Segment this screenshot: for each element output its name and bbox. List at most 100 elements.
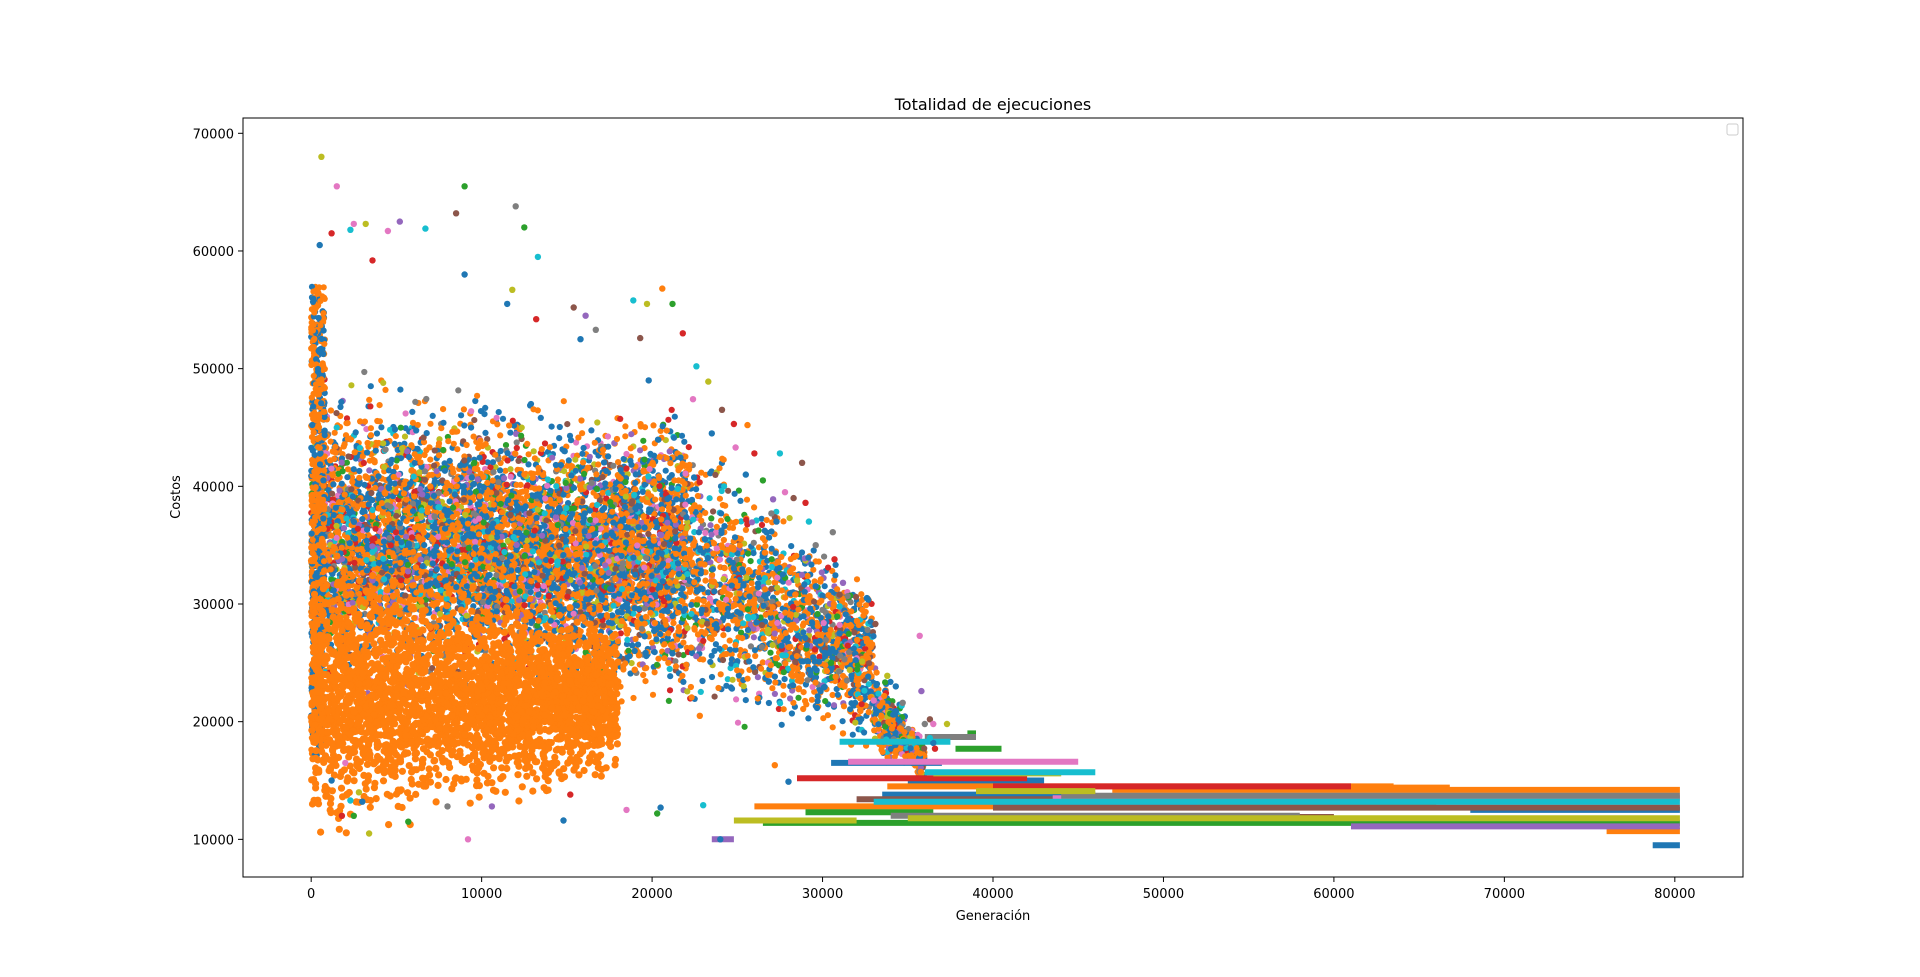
cloud-point xyxy=(541,440,549,447)
cloud-point xyxy=(627,445,634,452)
cloud-point xyxy=(630,694,637,702)
cloud-point xyxy=(628,660,635,667)
cloud-point xyxy=(502,467,509,474)
cloud-point xyxy=(643,653,650,660)
cloud-point xyxy=(507,466,514,473)
cloud-point xyxy=(414,445,421,452)
cloud-point xyxy=(694,492,702,500)
cloud-point xyxy=(493,414,500,421)
cloud-point xyxy=(620,666,627,673)
cloud-point xyxy=(525,451,532,458)
cloud-point xyxy=(758,515,765,522)
cloud-point xyxy=(440,406,447,413)
cloud-point xyxy=(788,710,796,717)
cloud-point xyxy=(702,577,709,584)
cloud-point xyxy=(769,685,776,692)
cloud-point xyxy=(361,368,368,376)
cloud-point xyxy=(754,674,762,681)
cloud-point xyxy=(684,625,691,632)
cloud-point xyxy=(495,409,502,416)
cloud-point xyxy=(624,636,631,644)
cloud-point xyxy=(371,459,378,466)
dense-point-cloud xyxy=(307,283,928,837)
cloud-point xyxy=(685,444,692,451)
cloud-point xyxy=(821,583,828,590)
cloud-point xyxy=(502,442,510,449)
cloud-point xyxy=(750,550,757,557)
cloud-point xyxy=(707,522,714,529)
cloud-point xyxy=(742,697,749,704)
cloud-point xyxy=(472,397,479,405)
cloud-point xyxy=(853,576,861,583)
cloud-point xyxy=(579,430,586,437)
cloud-point xyxy=(455,387,462,394)
cloud-point xyxy=(700,656,707,663)
cloud-point xyxy=(887,678,894,686)
cloud-point xyxy=(494,421,501,428)
cloud-point xyxy=(356,467,363,475)
cloud-point xyxy=(678,591,685,598)
cloud-point xyxy=(534,407,541,414)
cloud-point xyxy=(709,571,716,579)
cloud-point xyxy=(684,688,691,695)
cloud-point xyxy=(604,433,612,440)
cloud-point xyxy=(622,433,629,440)
cloud-point xyxy=(800,705,807,713)
cloud-point xyxy=(808,696,816,703)
cloud-point xyxy=(702,509,709,516)
cloud-point xyxy=(409,419,417,426)
cloud-point xyxy=(751,504,758,511)
cloud-point xyxy=(688,559,696,566)
cloud-point xyxy=(556,423,563,431)
cloud-point xyxy=(429,412,436,419)
cloud-point xyxy=(565,457,572,464)
cloud-point xyxy=(786,515,793,522)
cloud-point xyxy=(720,536,728,544)
cloud-point xyxy=(438,425,445,432)
cloud-point xyxy=(724,515,731,523)
cloud-point xyxy=(548,423,555,430)
cloud-point xyxy=(374,417,381,425)
cloud-point xyxy=(397,386,404,393)
cloud-point xyxy=(540,472,547,479)
cloud-point xyxy=(665,416,672,423)
cloud-point xyxy=(772,679,779,686)
cloud-point xyxy=(750,634,758,641)
cloud-point xyxy=(765,699,773,707)
cloud-point xyxy=(688,694,695,701)
cloud-point xyxy=(667,673,674,680)
cloud-point xyxy=(366,396,373,403)
cloud-point xyxy=(537,414,544,421)
cloud-point xyxy=(851,629,858,636)
cloud-point xyxy=(821,553,828,560)
cloud-point xyxy=(767,649,774,656)
cloud-point xyxy=(722,502,729,509)
cloud-point xyxy=(651,649,658,656)
cloud-point xyxy=(822,698,829,705)
cloud-point xyxy=(327,407,334,414)
cloud-point xyxy=(507,429,514,436)
cloud-point xyxy=(742,526,750,534)
cloud-point xyxy=(830,702,838,709)
cloud-point xyxy=(373,430,381,437)
cloud-point xyxy=(795,686,802,693)
cloud-point xyxy=(715,684,722,692)
cloud-point xyxy=(758,665,765,672)
cloud-point xyxy=(498,509,506,516)
cloud-point xyxy=(861,729,868,736)
cloud-point xyxy=(492,464,499,471)
cloud-point xyxy=(680,678,687,686)
chart-title: Totalidad de ejecuciones xyxy=(894,95,1092,114)
cloud-point xyxy=(747,558,754,565)
cloud-point xyxy=(678,432,686,439)
cloud-point xyxy=(427,456,434,463)
cloud-point xyxy=(668,406,675,413)
cloud-point xyxy=(662,467,669,474)
cloud-point xyxy=(376,402,383,409)
cloud-point xyxy=(333,410,340,417)
cloud-point xyxy=(564,421,571,428)
cloud-point xyxy=(741,723,748,730)
cloud-point xyxy=(780,692,787,699)
cloud-point xyxy=(471,417,478,424)
cloud-point xyxy=(382,386,389,393)
